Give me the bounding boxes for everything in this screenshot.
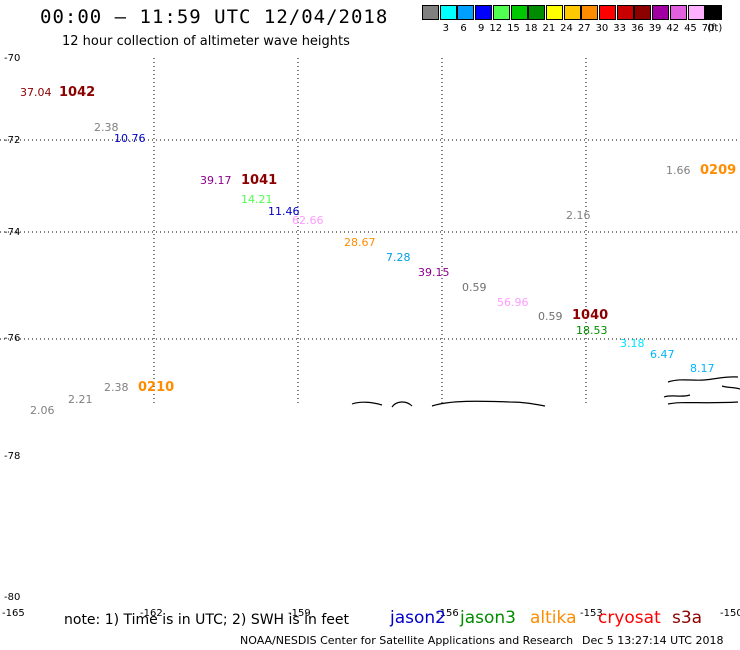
scale-label: 33 [613, 23, 626, 34]
scale-swatch [669, 5, 687, 20]
satellite-legend-s3a: s3a [672, 608, 703, 628]
map-title: 00:00 — 11:59 UTC 12/04/2018 [40, 6, 389, 28]
scale-swatch [599, 5, 616, 20]
scale-swatch [687, 5, 705, 20]
coastline-segment [351, 401, 383, 406]
wave-height-label: 37.04 [20, 86, 52, 99]
lon-label: -162 [140, 608, 163, 619]
scale-swatch [705, 5, 723, 20]
scale-label: 3 [442, 23, 449, 34]
wave-height-label: 39.15 [418, 266, 450, 279]
coastline-segment [667, 401, 739, 405]
scale-swatch [634, 5, 652, 20]
scale-swatch [457, 5, 475, 20]
scale-swatch [439, 5, 457, 20]
wave-height-label: 14.21 [241, 193, 273, 206]
lat-label: -80 [4, 592, 21, 603]
coastline-segment [667, 376, 739, 383]
wave-height-label: 2.16 [566, 209, 591, 222]
pass-time-tag: 1040 [572, 308, 609, 323]
scale-label: 6 [460, 23, 467, 34]
credit-line: NOAA/NESDIS Center for Satellite Applica… [240, 634, 574, 647]
lon-label: -159 [288, 608, 311, 619]
pass-time-tag: 1042 [59, 85, 96, 100]
scale-swatch [652, 5, 670, 20]
wave-height-label: 0.59 [462, 281, 487, 294]
scale-label: 42 [666, 23, 680, 34]
scale-swatch [563, 5, 581, 20]
wave-height-label: 6.47 [650, 348, 675, 361]
wave-height-label: 11.46 [268, 205, 300, 218]
wave-height-label: 1.66 [666, 164, 691, 177]
scale-label: 70 [701, 23, 715, 34]
wave-height-label: 2.06 [30, 404, 55, 417]
scale-swatch [475, 5, 493, 20]
graticule [0, 58, 740, 405]
pass-time-tag: 0210 [138, 380, 175, 395]
scale-label: 15 [507, 23, 520, 34]
footer-note: note: 1) Time is in UTC; 2) SWH is in fe… [64, 612, 350, 628]
wave-height-label: 56.96 [497, 296, 529, 309]
satellite-legend-jason3: jason3 [460, 608, 516, 628]
wave-height-label: 39.17 [200, 174, 232, 187]
scale-swatch [528, 5, 546, 20]
coastline-segment [391, 401, 413, 408]
scale-label: 27 [577, 23, 591, 34]
wave-height-label: 3.18 [620, 337, 645, 350]
lon-label: -165 [2, 608, 25, 619]
wave-height-label: 8.17 [690, 362, 715, 375]
pass-time-tag: 0209 [700, 163, 737, 178]
scale-label: 39 [648, 23, 662, 34]
scale-label: 12 [489, 23, 503, 34]
scale-label: 24 [560, 23, 573, 34]
coastline [351, 376, 740, 408]
scale-swatch [616, 5, 634, 20]
scale-label: 30 [595, 23, 609, 34]
wave-height-label: 2.38 [94, 121, 119, 134]
scale-label: 45 [684, 23, 697, 34]
scale-unit-label: (ft) [707, 23, 723, 34]
scale-swatch [492, 5, 510, 20]
pass-time-tag: 1041 [241, 173, 278, 188]
scale-swatch [422, 5, 439, 20]
satellite-legend-jason2: jason2 [390, 608, 446, 628]
lat-label: -72 [4, 135, 21, 146]
scale-swatch [581, 5, 599, 20]
scale-label: 9 [478, 23, 485, 34]
lat-label: -76 [4, 333, 21, 344]
wave-height-label: 0.59 [538, 310, 563, 323]
scale-swatch [510, 5, 528, 20]
wave-height-label: 18.53 [576, 324, 608, 337]
lat-label: -78 [4, 451, 21, 462]
wave-height-label: 62.66 [292, 214, 324, 227]
map-subtitle: 12 hour collection of altimeter wave hei… [62, 34, 350, 49]
wave-height-label: 7.28 [386, 251, 411, 264]
generation-timestamp: Dec 5 13:27:14 UTC 2018 [582, 634, 724, 647]
lon-label: -153 [580, 608, 603, 619]
lon-label: -156 [436, 608, 459, 619]
coastline-segment [431, 400, 546, 407]
coastline-segment [721, 385, 740, 390]
lat-label: -70 [4, 53, 21, 64]
wave-height-label: 28.67 [344, 236, 376, 249]
scale-swatch [545, 5, 563, 20]
coastline-segment [663, 394, 691, 398]
wave-height-label: 2.38 [104, 381, 129, 394]
satellite-legend-altika: altika [530, 608, 577, 628]
wave-height-label: 2.21 [68, 393, 93, 406]
scale-label: 21 [542, 23, 556, 34]
scale-label: 18 [524, 23, 538, 34]
satellite-legend-cryosat: cryosat [598, 608, 661, 628]
scale-label: 36 [630, 23, 644, 34]
lon-label: -150 [720, 608, 740, 619]
lat-label: -74 [4, 227, 21, 238]
wave-height-label: 10.76 [114, 132, 146, 145]
